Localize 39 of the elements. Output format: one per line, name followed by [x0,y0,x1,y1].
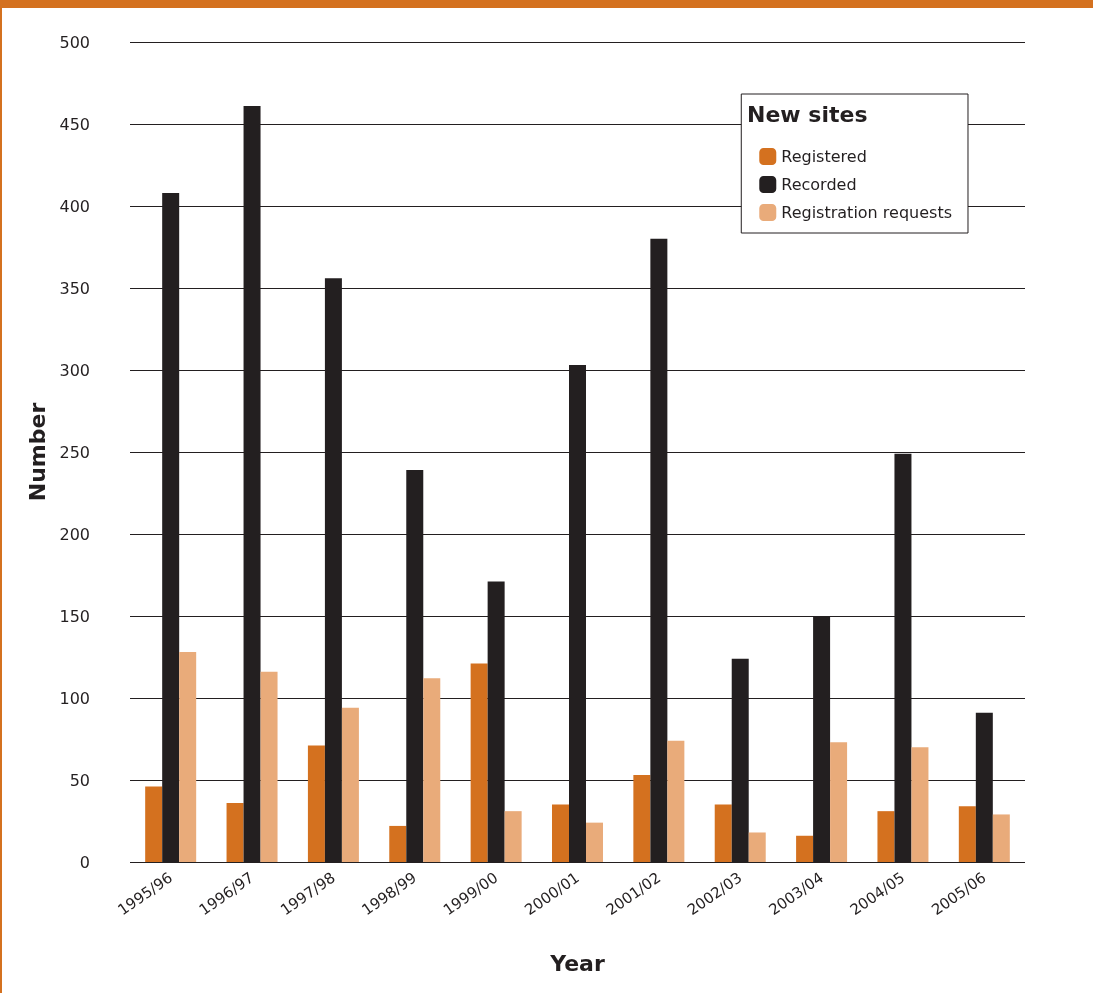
y-tick-label: 100 [59,688,90,708]
bar [307,745,325,862]
y-axis-title: Number [25,402,51,502]
x-axis-title: Year [549,950,605,976]
bar [341,707,359,862]
bar [504,811,522,862]
bar [260,671,278,862]
bar [389,825,407,862]
y-tick-label: 50 [69,770,90,790]
y-tick-label: 250 [59,442,90,462]
bar [748,832,766,862]
y-tick-label: 350 [59,278,90,298]
y-tick-label: 400 [59,196,90,216]
y-tick-label: 0 [79,852,90,872]
y-tick-label: 300 [59,360,90,380]
legend-label: Registered [781,147,867,166]
bar [552,804,569,862]
bar [714,804,732,862]
bar [877,811,895,862]
bar [226,802,244,862]
bar [958,806,976,862]
bar [145,786,163,862]
bar [911,747,929,862]
bar [830,742,848,862]
bar [796,835,814,862]
bar [992,814,1010,862]
bar [586,822,603,862]
bar [423,678,441,862]
legend-label: Registration requests [781,203,953,222]
legend-label: Recorded [781,175,857,194]
bar [633,775,651,862]
bar [470,663,488,862]
bar [179,652,197,862]
bar [667,740,685,862]
legend-title: New sites [747,101,868,127]
y-tick-label: 200 [59,524,90,544]
y-tick-label: 150 [59,606,90,626]
y-tick-label: 500 [59,32,90,52]
y-tick-label: 450 [59,114,90,134]
